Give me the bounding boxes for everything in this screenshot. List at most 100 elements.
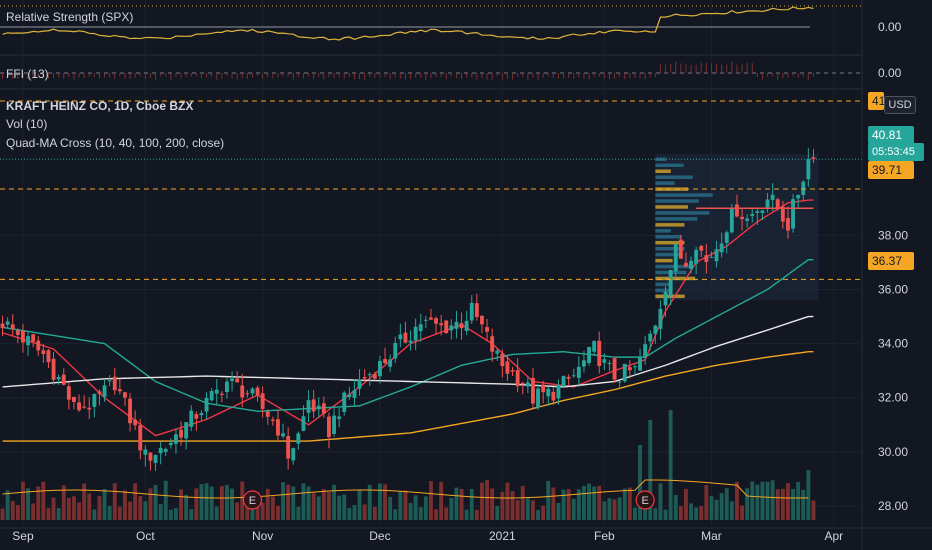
currency-button[interactable]: USD <box>884 96 916 114</box>
y-tick-label: 38.00 <box>878 228 908 242</box>
volume-bar <box>520 485 525 520</box>
candle-body <box>561 375 566 387</box>
volume-bar <box>225 485 229 520</box>
volume-profile-row <box>655 169 671 173</box>
candle-body <box>449 325 454 331</box>
volume-bar <box>5 490 10 520</box>
volume-bar <box>434 509 438 520</box>
candle-body <box>408 340 413 343</box>
candle-body <box>454 321 459 329</box>
volume-bar <box>658 483 663 520</box>
moving-average-lines <box>2 199 814 442</box>
volume-bar <box>582 485 586 520</box>
candle-body <box>551 391 556 401</box>
candle-body <box>61 374 66 385</box>
volume-bar <box>31 503 36 520</box>
candle-body <box>92 393 97 407</box>
x-tick-label: Feb <box>594 529 615 543</box>
volume-bar <box>597 485 602 520</box>
upper-level-tag: 39.71 <box>868 161 914 179</box>
volume-profile-row <box>655 235 682 239</box>
volume-profile-row <box>655 282 671 287</box>
volume-bar <box>393 509 398 520</box>
candle-body <box>806 159 811 180</box>
chart-title: KRAFT HEINZ CO, 1D, Cboe BZX <box>6 99 194 113</box>
candle-body <box>128 398 132 424</box>
volume-bar <box>755 484 760 520</box>
volume-bar <box>684 488 688 520</box>
volume-bar <box>398 491 403 520</box>
candle-body <box>296 433 301 444</box>
volume-bar <box>403 490 408 520</box>
x-tick-label: Apr <box>825 529 844 543</box>
volume-bar <box>311 493 316 520</box>
volume-bar <box>168 509 173 520</box>
candle-body <box>525 382 530 387</box>
volume-profile-row <box>655 252 682 257</box>
candle-body <box>357 379 362 389</box>
candle-body <box>658 308 663 329</box>
volume-bar <box>643 507 648 520</box>
candle-body <box>301 416 306 431</box>
volume-bar <box>321 489 326 520</box>
candle-body <box>480 315 484 325</box>
candle-body <box>281 433 285 437</box>
volume-bar <box>352 505 357 520</box>
candle-body <box>352 390 357 398</box>
volume-bar <box>439 481 444 520</box>
ma-line <box>2 199 814 437</box>
volume-bar <box>26 488 30 520</box>
volume-bar <box>143 501 148 520</box>
volume-bar <box>10 501 15 520</box>
candle-body <box>26 336 30 346</box>
candle-body <box>541 384 546 393</box>
volume-bar <box>97 496 102 520</box>
volume-bar <box>179 489 183 520</box>
volume-profile-row <box>655 199 699 203</box>
candle-body <box>765 199 770 208</box>
volume-bar <box>454 487 459 520</box>
candle-body <box>612 358 617 380</box>
volume-profile-row <box>655 205 688 209</box>
volume-profile-row <box>655 240 685 245</box>
volume-bar <box>82 483 87 520</box>
volume-profile-row <box>655 229 671 233</box>
candle-body <box>194 414 199 419</box>
volume-bar <box>429 481 433 520</box>
volume-bar <box>587 483 591 520</box>
candle-body <box>648 333 653 342</box>
volume-bar <box>571 498 576 520</box>
candle-body <box>332 415 336 434</box>
volume-bar <box>56 508 61 520</box>
y-tick-label: 36.00 <box>878 282 908 296</box>
volume-bar <box>617 497 622 520</box>
volume-bar <box>699 506 704 520</box>
volume-bar <box>15 505 20 520</box>
candle-body <box>617 381 622 383</box>
candle-body <box>255 387 260 396</box>
candlesticks <box>0 148 816 472</box>
volume-bar <box>378 483 382 520</box>
candle-body <box>474 303 479 317</box>
volume-bar <box>464 509 469 520</box>
ffi-axis-value: 0.00 <box>878 66 902 80</box>
candle-body <box>755 211 760 213</box>
candle-body <box>796 195 801 199</box>
candle-body <box>638 357 642 371</box>
candle-body <box>31 334 36 342</box>
candle-body <box>811 157 816 160</box>
candle-body <box>423 319 428 321</box>
volume-bar <box>551 487 556 520</box>
volume-bar <box>46 508 51 520</box>
candle-body <box>10 324 15 329</box>
volume-profile-row <box>655 294 685 299</box>
candle-body <box>347 394 352 397</box>
volume-bar <box>796 481 801 520</box>
ma-line <box>2 351 814 442</box>
candle-body <box>740 216 744 220</box>
volume-bar <box>806 470 811 520</box>
candle-body <box>148 452 153 461</box>
candle-body <box>179 429 183 438</box>
candle-body <box>643 344 648 357</box>
